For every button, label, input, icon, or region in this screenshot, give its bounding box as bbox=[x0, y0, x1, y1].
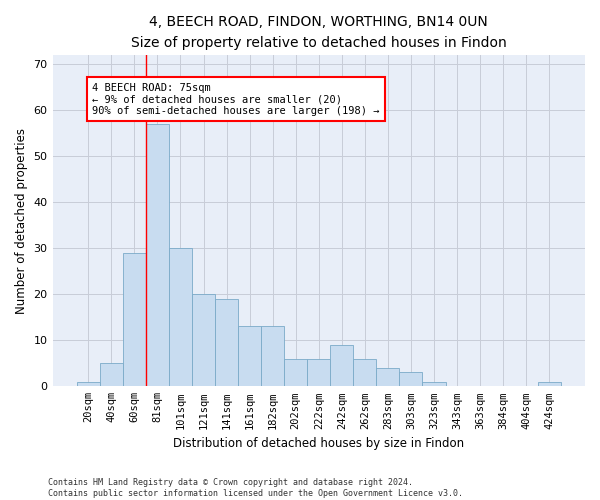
Bar bbox=[238, 326, 261, 386]
Y-axis label: Number of detached properties: Number of detached properties bbox=[15, 128, 28, 314]
Bar bbox=[123, 253, 146, 386]
Bar bbox=[400, 372, 422, 386]
Bar bbox=[376, 368, 400, 386]
X-axis label: Distribution of detached houses by size in Findon: Distribution of detached houses by size … bbox=[173, 437, 464, 450]
Bar bbox=[100, 364, 123, 386]
Title: 4, BEECH ROAD, FINDON, WORTHING, BN14 0UN
Size of property relative to detached : 4, BEECH ROAD, FINDON, WORTHING, BN14 0U… bbox=[131, 15, 506, 50]
Bar bbox=[261, 326, 284, 386]
Bar bbox=[330, 345, 353, 387]
Text: Contains HM Land Registry data © Crown copyright and database right 2024.
Contai: Contains HM Land Registry data © Crown c… bbox=[48, 478, 463, 498]
Bar bbox=[284, 358, 307, 386]
Bar bbox=[422, 382, 446, 386]
Bar bbox=[307, 358, 330, 386]
Bar bbox=[353, 358, 376, 386]
Bar bbox=[169, 248, 192, 386]
Bar bbox=[146, 124, 169, 386]
Text: 4 BEECH ROAD: 75sqm
← 9% of detached houses are smaller (20)
90% of semi-detache: 4 BEECH ROAD: 75sqm ← 9% of detached hou… bbox=[92, 82, 380, 116]
Bar bbox=[77, 382, 100, 386]
Bar bbox=[538, 382, 561, 386]
Bar bbox=[215, 299, 238, 386]
Bar bbox=[192, 294, 215, 386]
